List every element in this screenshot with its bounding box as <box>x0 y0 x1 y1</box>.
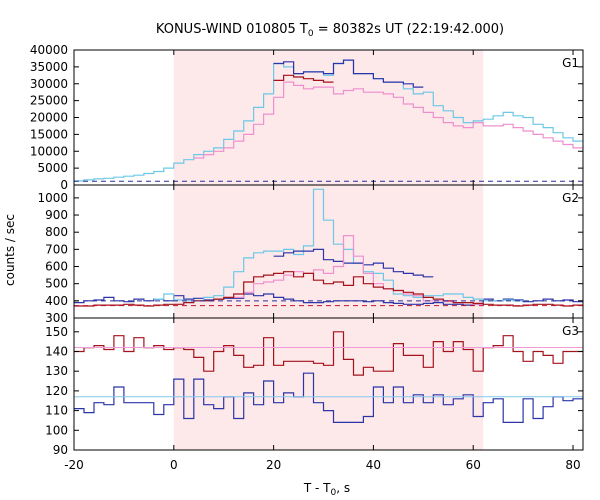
panel-label: G1 <box>562 56 579 70</box>
series-dark-red-step <box>273 74 334 83</box>
y-tick-label: 600 <box>45 260 68 274</box>
panel-g2: 300 400 500 600 700 800 900 1000 G2 <box>37 184 584 325</box>
x-tick-label: 20 <box>266 458 281 472</box>
y-tick-label: 5000 <box>37 161 68 175</box>
series-light-blue-step <box>74 59 583 182</box>
y-tick-label: 120 <box>45 384 68 398</box>
series-dark-blue-step <box>273 59 424 88</box>
shaded-interval <box>173 318 484 450</box>
y-tick-label: 30000 <box>30 77 68 91</box>
panel-frame <box>73 317 584 451</box>
x-tick-label: 80 <box>565 458 580 472</box>
y-tick-label: 130 <box>45 364 68 378</box>
y-tick-label: 800 <box>45 225 68 239</box>
shaded-interval <box>173 50 484 185</box>
y-tick-label: 20000 <box>30 111 68 125</box>
series-dark-red-step <box>74 331 583 376</box>
y-tick-label: 1000 <box>37 191 68 205</box>
panel-label: G3 <box>562 324 579 338</box>
panel-plot-area <box>74 59 583 182</box>
plot-panels: 0500010000150002000025000300003500040000… <box>30 43 584 472</box>
y-tick-label: 900 <box>45 208 68 222</box>
x-tick-label: -20 <box>64 458 84 472</box>
x-tick-label: 60 <box>466 458 481 472</box>
y-tick-label: 300 <box>45 311 68 325</box>
y-tick-label: 25000 <box>30 94 68 108</box>
series-light-blue-step <box>153 188 524 302</box>
series-pink-step <box>193 81 583 159</box>
y-tick-label: 40000 <box>30 43 68 57</box>
y-tick-label: 140 <box>45 344 68 358</box>
y-tick-label: 90 <box>53 443 68 457</box>
shaded-interval <box>173 185 484 318</box>
series-dark-red-step <box>74 271 583 307</box>
chart-title: KONUS-WIND 010805 T0 = 80382s UT (22:19:… <box>156 22 504 39</box>
y-tick-label: 110 <box>45 404 68 418</box>
y-tick-label: 500 <box>45 277 68 291</box>
y-tick-label: 100 <box>45 423 68 437</box>
y-axis-label: counts / sec <box>3 214 17 286</box>
x-tick-label: 40 <box>366 458 381 472</box>
y-tick-label: 700 <box>45 242 68 256</box>
x-tick-label: 0 <box>170 458 178 472</box>
panel-g3: 90 100 110 120 130 140 150 G3 <box>45 317 584 457</box>
y-tick-label: 15000 <box>30 127 68 141</box>
panel-plot-area <box>74 331 583 423</box>
y-tick-label: 0 <box>60 178 68 192</box>
y-tick-label: 400 <box>45 294 68 308</box>
y-tick-label: 35000 <box>30 60 68 74</box>
y-tick-label: 150 <box>45 325 68 339</box>
panel-g1: 0 5000 10000 15000 20000 25000 30000 35000 40000… <box>30 43 584 192</box>
y-tick-label: 10000 <box>30 144 68 158</box>
panel-plot-area <box>74 188 583 307</box>
panel-label: G2 <box>562 191 579 205</box>
series-dark-blue-step <box>74 372 583 423</box>
series-dark-blue-step <box>273 248 434 278</box>
x-axis-label: T - T0, s <box>303 481 350 498</box>
